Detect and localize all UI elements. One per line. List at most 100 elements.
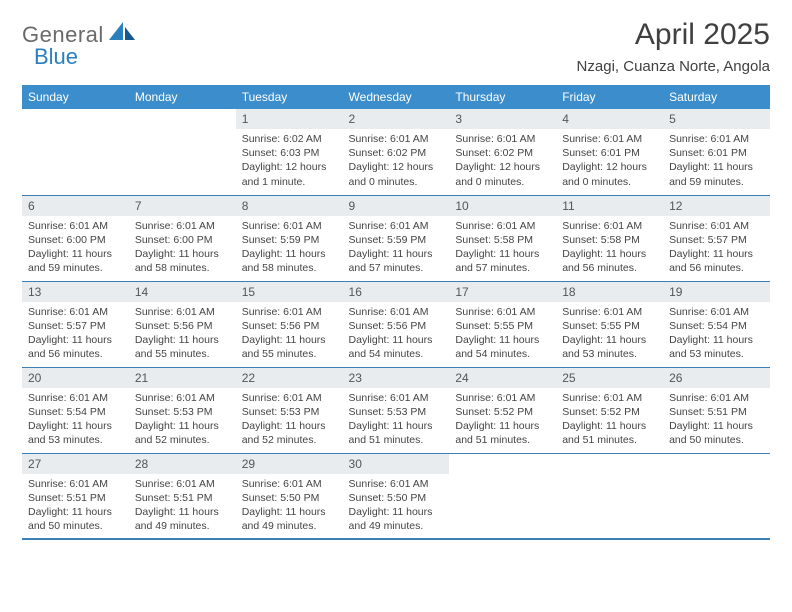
sunset-line: Sunset: 5:56 PM	[242, 319, 337, 333]
sunrise-line: Sunrise: 6:01 AM	[242, 305, 337, 319]
sunrise-line: Sunrise: 6:01 AM	[349, 132, 444, 146]
sunset-line: Sunset: 5:59 PM	[349, 233, 444, 247]
day-details: Sunrise: 6:01 AMSunset: 5:53 PMDaylight:…	[343, 388, 450, 453]
day-details: Sunrise: 6:01 AMSunset: 5:51 PMDaylight:…	[663, 388, 770, 453]
sunrise-line: Sunrise: 6:01 AM	[455, 219, 550, 233]
day-details: Sunrise: 6:01 AMSunset: 5:51 PMDaylight:…	[129, 474, 236, 539]
sunrise-line: Sunrise: 6:02 AM	[242, 132, 337, 146]
day-number: 17	[449, 282, 556, 302]
calendar-day-cell: 9Sunrise: 6:01 AMSunset: 5:59 PMDaylight…	[343, 195, 450, 281]
sunrise-line: Sunrise: 6:01 AM	[349, 477, 444, 491]
day-number: 1	[236, 109, 343, 129]
day-details: Sunrise: 6:01 AMSunset: 6:00 PMDaylight:…	[129, 216, 236, 281]
daylight-line: Daylight: 11 hours and 53 minutes.	[28, 419, 123, 447]
day-details: Sunrise: 6:01 AMSunset: 6:02 PMDaylight:…	[343, 129, 450, 194]
sunset-line: Sunset: 5:57 PM	[669, 233, 764, 247]
day-details: Sunrise: 6:01 AMSunset: 5:53 PMDaylight:…	[129, 388, 236, 453]
day-number: 14	[129, 282, 236, 302]
day-details: Sunrise: 6:01 AMSunset: 5:55 PMDaylight:…	[556, 302, 663, 367]
calendar-document: General Blue April 2025 Nzagi, Cuanza No…	[0, 0, 792, 612]
sunrise-line: Sunrise: 6:01 AM	[669, 391, 764, 405]
day-number: 30	[343, 454, 450, 474]
calendar-week-row: 27Sunrise: 6:01 AMSunset: 5:51 PMDayligh…	[22, 453, 770, 539]
logo-word-blue: Blue	[34, 44, 137, 70]
day-number: 8	[236, 196, 343, 216]
sunset-line: Sunset: 5:51 PM	[669, 405, 764, 419]
empty-day	[22, 109, 129, 128]
sunrise-line: Sunrise: 6:01 AM	[562, 305, 657, 319]
calendar-day-cell: 12Sunrise: 6:01 AMSunset: 5:57 PMDayligh…	[663, 195, 770, 281]
day-number: 7	[129, 196, 236, 216]
day-number: 9	[343, 196, 450, 216]
calendar-day-cell: 6Sunrise: 6:01 AMSunset: 6:00 PMDaylight…	[22, 195, 129, 281]
day-details: Sunrise: 6:01 AMSunset: 5:54 PMDaylight:…	[22, 388, 129, 453]
calendar-week-row: 6Sunrise: 6:01 AMSunset: 6:00 PMDaylight…	[22, 195, 770, 281]
calendar-day-cell	[22, 109, 129, 195]
calendar-day-cell: 10Sunrise: 6:01 AMSunset: 5:58 PMDayligh…	[449, 195, 556, 281]
logo: General Blue	[22, 22, 137, 70]
daylight-line: Daylight: 11 hours and 49 minutes.	[135, 505, 230, 533]
day-details: Sunrise: 6:01 AMSunset: 5:56 PMDaylight:…	[236, 302, 343, 367]
day-details: Sunrise: 6:01 AMSunset: 6:01 PMDaylight:…	[663, 129, 770, 194]
daylight-line: Daylight: 11 hours and 52 minutes.	[242, 419, 337, 447]
weekday-header: Friday	[556, 85, 663, 109]
day-number: 4	[556, 109, 663, 129]
calendar-day-cell: 17Sunrise: 6:01 AMSunset: 5:55 PMDayligh…	[449, 281, 556, 367]
weekday-header: Thursday	[449, 85, 556, 109]
daylight-line: Daylight: 11 hours and 55 minutes.	[135, 333, 230, 361]
daylight-line: Daylight: 11 hours and 49 minutes.	[349, 505, 444, 533]
day-number: 5	[663, 109, 770, 129]
day-number: 25	[556, 368, 663, 388]
daylight-line: Daylight: 11 hours and 50 minutes.	[669, 419, 764, 447]
day-number: 3	[449, 109, 556, 129]
daylight-line: Daylight: 11 hours and 56 minutes.	[28, 333, 123, 361]
sunset-line: Sunset: 5:51 PM	[135, 491, 230, 505]
daylight-line: Daylight: 11 hours and 59 minutes.	[28, 247, 123, 275]
sunrise-line: Sunrise: 6:01 AM	[562, 219, 657, 233]
daylight-line: Daylight: 11 hours and 55 minutes.	[242, 333, 337, 361]
daylight-line: Daylight: 11 hours and 51 minutes.	[562, 419, 657, 447]
calendar-day-cell	[663, 453, 770, 539]
sunrise-line: Sunrise: 6:01 AM	[242, 477, 337, 491]
weekday-header: Wednesday	[343, 85, 450, 109]
header: General Blue April 2025 Nzagi, Cuanza No…	[22, 18, 770, 75]
calendar-day-cell: 27Sunrise: 6:01 AMSunset: 5:51 PMDayligh…	[22, 453, 129, 539]
calendar-day-cell: 26Sunrise: 6:01 AMSunset: 5:51 PMDayligh…	[663, 367, 770, 453]
sunset-line: Sunset: 6:02 PM	[455, 146, 550, 160]
sunset-line: Sunset: 5:58 PM	[562, 233, 657, 247]
sunrise-line: Sunrise: 6:01 AM	[455, 391, 550, 405]
empty-day	[129, 109, 236, 128]
sunset-line: Sunset: 6:02 PM	[349, 146, 444, 160]
daylight-line: Daylight: 11 hours and 53 minutes.	[669, 333, 764, 361]
day-details: Sunrise: 6:01 AMSunset: 5:52 PMDaylight:…	[556, 388, 663, 453]
calendar-day-cell: 19Sunrise: 6:01 AMSunset: 5:54 PMDayligh…	[663, 281, 770, 367]
sunrise-line: Sunrise: 6:01 AM	[28, 219, 123, 233]
calendar-day-cell: 28Sunrise: 6:01 AMSunset: 5:51 PMDayligh…	[129, 453, 236, 539]
sunset-line: Sunset: 5:54 PM	[669, 319, 764, 333]
day-details: Sunrise: 6:01 AMSunset: 6:00 PMDaylight:…	[22, 216, 129, 281]
calendar-day-cell: 15Sunrise: 6:01 AMSunset: 5:56 PMDayligh…	[236, 281, 343, 367]
day-details: Sunrise: 6:02 AMSunset: 6:03 PMDaylight:…	[236, 129, 343, 194]
location-subtitle: Nzagi, Cuanza Norte, Angola	[577, 58, 770, 75]
daylight-line: Daylight: 11 hours and 57 minutes.	[349, 247, 444, 275]
sunrise-line: Sunrise: 6:01 AM	[669, 219, 764, 233]
daylight-line: Daylight: 11 hours and 57 minutes.	[455, 247, 550, 275]
sunset-line: Sunset: 5:55 PM	[455, 319, 550, 333]
calendar-day-cell: 29Sunrise: 6:01 AMSunset: 5:50 PMDayligh…	[236, 453, 343, 539]
calendar-table: Sunday Monday Tuesday Wednesday Thursday…	[22, 85, 770, 540]
calendar-day-cell: 14Sunrise: 6:01 AMSunset: 5:56 PMDayligh…	[129, 281, 236, 367]
daylight-line: Daylight: 11 hours and 56 minutes.	[562, 247, 657, 275]
daylight-line: Daylight: 11 hours and 53 minutes.	[562, 333, 657, 361]
sunset-line: Sunset: 6:03 PM	[242, 146, 337, 160]
daylight-line: Daylight: 11 hours and 51 minutes.	[455, 419, 550, 447]
sunset-line: Sunset: 6:01 PM	[669, 146, 764, 160]
calendar-day-cell: 22Sunrise: 6:01 AMSunset: 5:53 PMDayligh…	[236, 367, 343, 453]
calendar-day-cell: 24Sunrise: 6:01 AMSunset: 5:52 PMDayligh…	[449, 367, 556, 453]
day-number: 21	[129, 368, 236, 388]
logo-sail-icon	[109, 22, 137, 42]
sunrise-line: Sunrise: 6:01 AM	[135, 477, 230, 491]
calendar-day-cell	[556, 453, 663, 539]
daylight-line: Daylight: 11 hours and 52 minutes.	[135, 419, 230, 447]
calendar-day-cell: 13Sunrise: 6:01 AMSunset: 5:57 PMDayligh…	[22, 281, 129, 367]
empty-day	[556, 454, 663, 473]
